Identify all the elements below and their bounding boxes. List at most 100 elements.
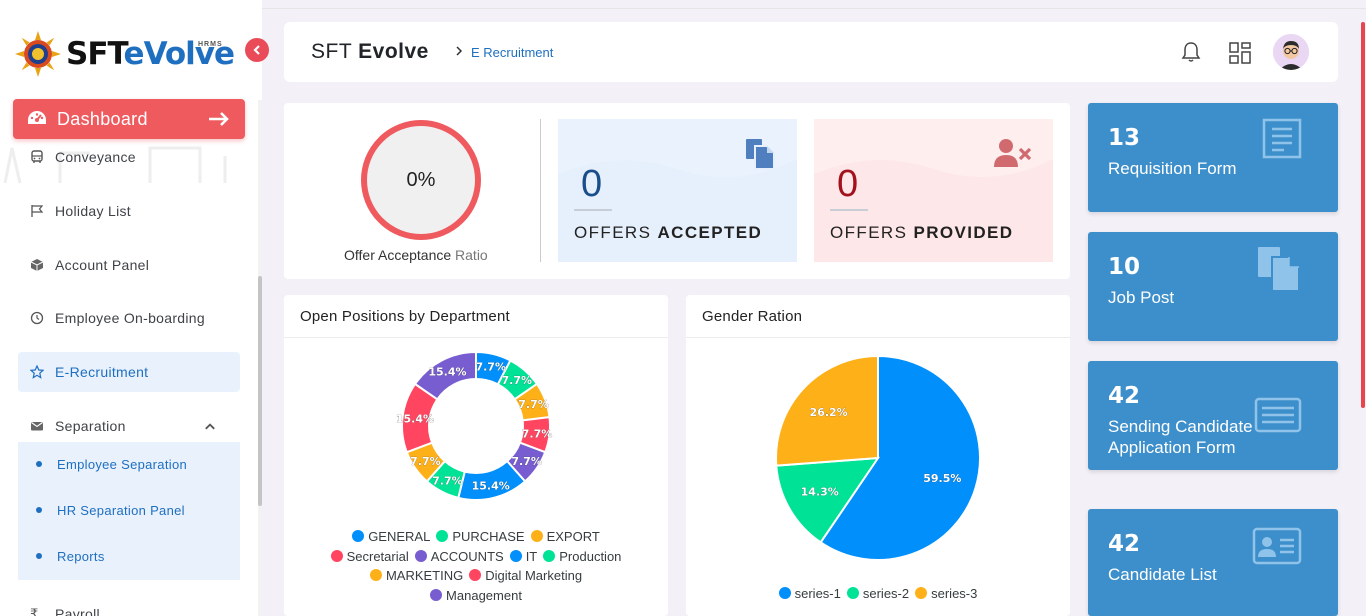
list-card-icon [1254,397,1302,433]
donut-slice-management[interactable] [413,350,477,401]
sidebar-item-holiday-list[interactable]: Holiday List [18,191,240,231]
donut-data-label: 7.7% [522,427,553,440]
offers-card: 0% Offer Acceptance Ratio 0 OFFERS ACCEP… [284,103,1070,279]
user-remove-icon [994,139,1032,167]
card-label: Sending Candidate Application Form [1108,417,1253,457]
submenu-employee-separation[interactable]: Employee Separation [18,446,240,482]
offers-divider [540,119,541,262]
bullet-icon [36,461,42,467]
gender-ratio-chart-card: Gender Ration 59.5% 14.3% 26.2% series-1 se… [686,295,1070,616]
legend-item-secretarial[interactable]: Secretarial [330,547,409,567]
legend-item-series-1[interactable]: series-1 [778,584,841,604]
pie-slice-series-1[interactable] [819,354,981,561]
sidebar-item-e-recruitment[interactable]: E-Recruitment [18,352,240,392]
pie-slice-series-3[interactable] [775,354,879,467]
legend-item-export[interactable]: EXPORT [530,527,600,547]
submenu-label: HR Separation Panel [57,502,185,518]
legend-item-production[interactable]: Production [543,547,621,567]
logo-text: SFTeVolve [66,36,235,72]
legend-swatch [846,587,859,599]
legend-item-digital-marketing[interactable]: Digital Marketing [469,566,582,586]
user-avatar[interactable] [1273,34,1309,70]
sidebar-scroll-thumb[interactable] [258,276,262,506]
offers-provided-box[interactable]: 0 OFFERS PROVIDED [814,119,1053,262]
sidebar-item-payroll[interactable]: ₹ Payroll [18,594,240,616]
wave-background [814,119,1053,177]
sidebar: SFTeVolve HRMS Dashboard Conveyance Holi… [0,0,262,616]
pie-data-label: 14.3% [801,486,839,499]
bell-icon[interactable] [1181,41,1201,63]
sidebar-background-illustration [3,146,227,184]
sidebar-item-label: Holiday List [55,203,131,219]
legend-swatch [509,549,522,562]
sidebar-item-separation[interactable]: Separation [18,406,240,446]
donut-data-label: 7.7% [432,474,463,487]
legend-item-it[interactable]: IT [509,547,537,567]
gender-ratio-pie: 59.5% 14.3% 26.2% [775,354,981,561]
speedometer-icon [28,111,46,124]
open-positions-donut: 7.7%7.7%7.7%7.7%7.7%15.4%7.7%7.7%15.4%15… [396,350,553,501]
sidebar-item-label: Payroll [55,606,100,616]
pie-slice-series-2[interactable] [775,456,880,544]
sidebar-item-account-panel[interactable]: Account Panel [18,245,240,285]
logo[interactable]: SFTeVolve [14,30,235,78]
legend-item-accounts[interactable]: ACCOUNTS [414,547,504,567]
wave-background [558,119,797,177]
donut-data-label: 7.7% [502,374,533,387]
id-card-icon [1252,527,1302,565]
card-label: Job Post [1108,288,1175,307]
offer-ratio-value: 0% [407,169,436,191]
offers-accepted-box[interactable]: 0 OFFERS ACCEPTED [558,119,797,262]
sidebar-item-employee-onboarding[interactable]: Employee On-boarding [18,298,240,338]
legend-item-purchase[interactable]: PURCHASE [436,527,525,547]
legend-item-management[interactable]: Management [430,586,522,606]
legend-label: series-1 [794,586,841,601]
sending-candidate-application-card[interactable]: 42 Sending Candidate Application Form [1088,361,1338,470]
submenu-hr-separation-panel[interactable]: HR Separation Panel [18,492,240,528]
legend-label: series-2 [862,586,910,601]
legend-label: EXPORT [546,529,600,544]
cube-icon [30,259,44,271]
submenu-reports[interactable]: Reports [18,538,240,574]
legend-label: Production [559,548,622,564]
avatar-icon [1273,34,1309,70]
page-scrollbar[interactable] [1361,22,1365,408]
legend-item-series-2[interactable]: series-2 [846,584,910,604]
stat-underline [574,209,612,211]
sidebar-collapse-button[interactable] [245,38,269,62]
logo-hrms: HRMS [198,41,223,48]
legend-item-marketing[interactable]: MARKETING [369,566,463,586]
rupee-icon: ₹ [30,606,39,616]
legend-label: series-3 [931,586,978,601]
sidebar-item-label: Conveyance [55,149,136,165]
legend-label: GENERAL [368,529,431,544]
requisition-form-card[interactable]: 13 Requisition Form [1088,103,1338,212]
legend-swatch [436,530,449,542]
legend-item-general[interactable]: GENERAL [352,527,430,547]
top-header: SFT Evolve E Recruitment [284,22,1338,82]
offer-ratio-label: Offer Acceptance Ratio [344,247,488,263]
page-title: SFT Evolve [311,40,429,63]
submenu-label: Employee Separation [57,456,187,472]
donut-data-label: 7.7% [410,455,441,468]
legend-item-series-3[interactable]: series-3 [915,584,977,604]
arrow-right-icon [209,112,229,126]
offers-accepted-value: 0 [581,163,603,205]
chart-header-divider [686,337,1070,338]
breadcrumb-current[interactable]: E Recruitment [471,45,554,60]
sidebar-item-conveyance[interactable]: Conveyance [18,137,240,177]
chart-title: Gender Ration [702,308,803,325]
legend-swatch [352,530,365,542]
sidebar-item-label: Employee On-boarding [55,310,205,326]
dashboard-button[interactable]: Dashboard [13,99,245,139]
candidate-list-card[interactable]: 42 Candidate List [1088,509,1338,616]
pie-data-label: 59.5% [923,472,961,485]
apps-grid-icon[interactable] [1228,41,1252,65]
job-post-card[interactable]: 10 Job Post [1088,232,1338,341]
card-label: Requisition Form [1108,159,1237,178]
bus-icon [31,150,43,163]
separation-submenu [18,442,240,580]
legend-swatch [414,549,427,562]
legend-swatch [430,588,443,601]
open-positions-legend: GENERAL PURCHASE EXPORT Secretarial ACCOUNTS… [284,527,668,605]
